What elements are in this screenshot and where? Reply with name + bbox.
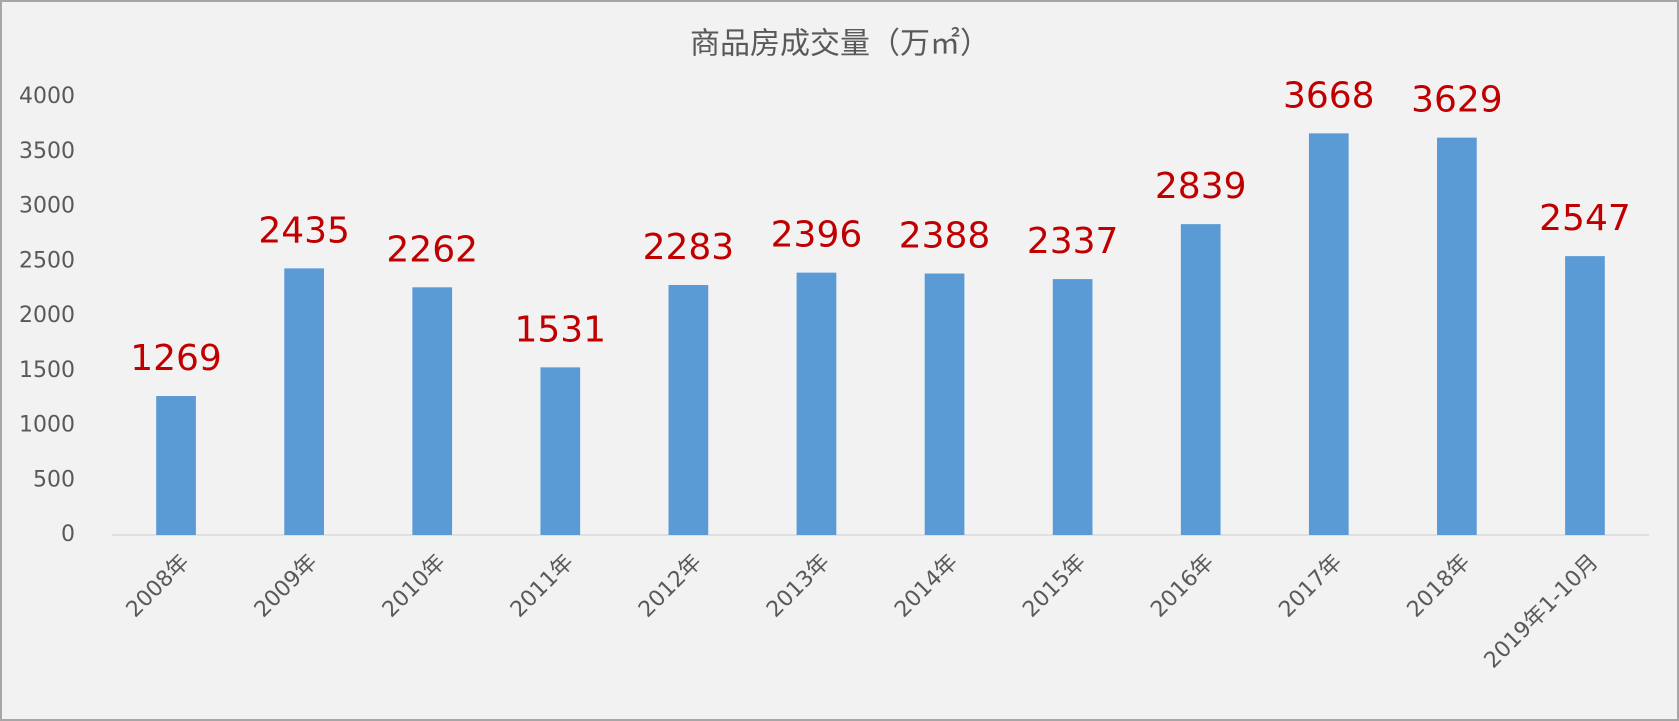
data-label: 2388	[899, 216, 991, 257]
bar	[156, 396, 196, 535]
data-label: 1269	[130, 338, 222, 379]
y-tick-label: 2000	[19, 303, 75, 328]
chart-title: 商品房成交量（万㎡）	[690, 27, 990, 62]
bar	[1308, 133, 1349, 535]
bar	[1180, 224, 1221, 535]
y-tick-label: 500	[33, 467, 75, 492]
data-label: 2396	[771, 215, 863, 256]
y-tick-label: 4000	[19, 84, 75, 109]
data-label: 2337	[1027, 221, 1119, 262]
data-label: 3668	[1283, 75, 1375, 116]
bar	[1565, 256, 1605, 535]
bar	[412, 287, 453, 535]
bar	[796, 272, 837, 535]
y-tick-label: 3000	[19, 194, 75, 219]
data-label: 2283	[643, 227, 735, 268]
y-tick-label: 1500	[19, 358, 75, 383]
bar	[1052, 279, 1093, 535]
y-tick-label: 0	[61, 522, 75, 547]
y-tick-label: 1000	[19, 413, 75, 438]
y-tick-label: 3500	[19, 139, 75, 164]
data-label: 2839	[1155, 166, 1247, 207]
bar	[540, 367, 581, 535]
bar	[284, 268, 324, 535]
bar	[668, 285, 709, 535]
y-tick-label: 2500	[19, 248, 75, 273]
data-label: 2262	[386, 229, 478, 270]
data-label: 2435	[258, 210, 350, 251]
data-label: 1531	[514, 309, 606, 350]
bar	[1437, 137, 1477, 535]
bar	[924, 273, 965, 535]
data-label: 2547	[1539, 198, 1631, 239]
data-label: 3629	[1411, 80, 1503, 121]
